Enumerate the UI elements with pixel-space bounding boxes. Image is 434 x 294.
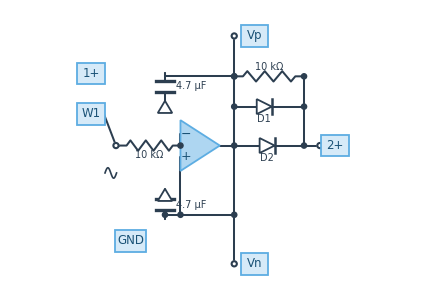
Text: D2: D2 <box>260 153 273 163</box>
Polygon shape <box>158 189 172 201</box>
Circle shape <box>178 143 183 148</box>
Text: 10 kΩ: 10 kΩ <box>254 62 283 72</box>
Circle shape <box>231 143 236 148</box>
FancyBboxPatch shape <box>240 25 267 47</box>
Text: −: − <box>181 128 191 141</box>
Text: 4.7 μF: 4.7 μF <box>176 200 206 210</box>
Text: W1: W1 <box>82 107 101 120</box>
FancyBboxPatch shape <box>115 230 146 252</box>
Text: 2+: 2+ <box>326 139 343 152</box>
Polygon shape <box>180 120 219 171</box>
Polygon shape <box>256 99 271 114</box>
FancyBboxPatch shape <box>77 63 105 84</box>
FancyBboxPatch shape <box>77 103 105 125</box>
Circle shape <box>162 212 167 217</box>
Circle shape <box>113 143 118 148</box>
Circle shape <box>231 212 236 217</box>
Circle shape <box>231 104 236 109</box>
Text: 10 kΩ: 10 kΩ <box>135 150 164 160</box>
Polygon shape <box>259 138 274 153</box>
Circle shape <box>301 74 306 79</box>
Circle shape <box>231 261 236 266</box>
Circle shape <box>231 33 236 39</box>
Circle shape <box>231 74 236 79</box>
Polygon shape <box>158 101 172 113</box>
FancyBboxPatch shape <box>240 253 267 275</box>
Text: 4.7 μF: 4.7 μF <box>176 81 206 91</box>
Text: D1: D1 <box>257 114 270 124</box>
Circle shape <box>231 74 236 79</box>
Circle shape <box>301 104 306 109</box>
Text: 1+: 1+ <box>82 67 100 80</box>
Text: +: + <box>180 150 191 163</box>
Text: GND: GND <box>117 234 144 247</box>
FancyBboxPatch shape <box>320 135 349 156</box>
Text: Vn: Vn <box>246 257 262 270</box>
Circle shape <box>301 143 306 148</box>
Text: Vp: Vp <box>246 29 262 42</box>
Circle shape <box>178 212 183 217</box>
Circle shape <box>316 143 322 148</box>
